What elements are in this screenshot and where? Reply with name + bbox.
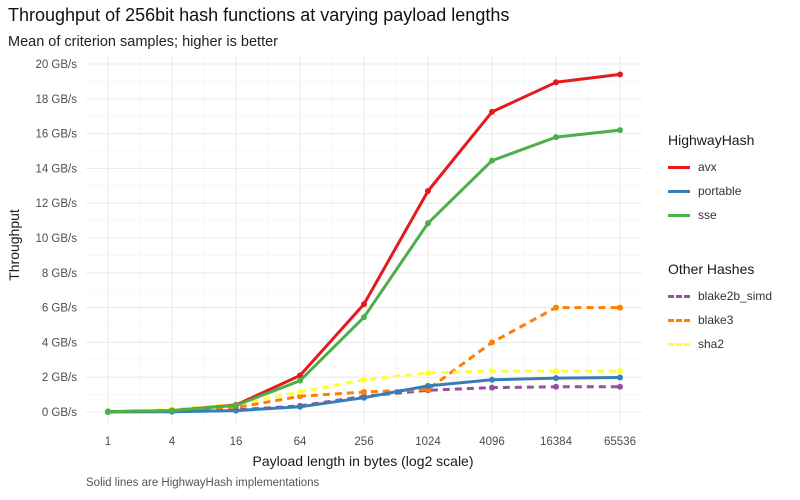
legend-label-sse: sse (698, 208, 717, 222)
data-point-avx (553, 79, 559, 86)
y-tick-label: 2 GB/s (42, 372, 77, 384)
y-axis-ticks: 0 GB/s 2 GB/s 4 GB/s 6 GB/s 8 GB/s 10 GB/s 12 … (35, 59, 77, 419)
grid-lines (86, 56, 642, 424)
data-point-blake2b-simd (489, 384, 495, 391)
data-point-sse (169, 407, 175, 414)
data-point-sse (105, 408, 111, 415)
y-axis-label: Throughput (6, 209, 22, 281)
data-point-sha2 (425, 369, 431, 376)
legend-item-blake2b-simd: blake2b_simd (668, 284, 772, 308)
x-tick-label: 65536 (604, 436, 636, 448)
data-point-sha2 (617, 368, 623, 375)
data-point-sse (553, 134, 559, 141)
data-point-portable (553, 375, 559, 382)
legend-key-sha2 (668, 342, 690, 346)
legend-key-blake2b-simd (668, 294, 690, 298)
x-tick-label: 16 (230, 436, 243, 448)
legend-highwayhash: HighwayHash avx portable sse (668, 132, 754, 227)
legend-label-sha2: sha2 (698, 337, 725, 351)
legend-label-avx: avx (698, 160, 717, 174)
data-point-avx (617, 71, 623, 78)
data-point-blake3 (553, 304, 559, 311)
data-point-sha2 (489, 368, 495, 375)
legend-key-sse (668, 213, 690, 217)
data-point-portable (489, 376, 495, 383)
data-point-avx (489, 108, 495, 115)
data-point-sse (297, 377, 303, 384)
legend-item-sse: sse (668, 203, 754, 227)
y-tick-label: 4 GB/s (42, 337, 77, 349)
data-point-avx (361, 301, 367, 308)
data-point-blake2b-simd (553, 383, 559, 390)
y-tick-label: 6 GB/s (42, 303, 77, 315)
legend-item-avx: avx (668, 155, 754, 179)
data-point-sse (233, 402, 239, 409)
data-point-avx (297, 372, 303, 379)
y-tick-label: 18 GB/s (35, 94, 77, 106)
y-tick-label: 8 GB/s (42, 268, 77, 280)
data-point-blake3 (361, 388, 367, 395)
data-point-sha2 (297, 388, 303, 395)
y-tick-label: 12 GB/s (35, 198, 77, 210)
data-point-portable (425, 382, 431, 389)
data-point-blake3 (489, 339, 495, 346)
data-point-portable (361, 394, 367, 401)
chart-title: Throughput of 256bit hash functions at v… (8, 5, 510, 25)
chart-caption: Solid lines are HighwayHash implementati… (86, 477, 320, 489)
data-point-sse (425, 220, 431, 227)
y-tick-label: 16 GB/s (35, 129, 77, 141)
legend-item-blake3: blake3 (668, 308, 772, 332)
x-tick-label: 256 (354, 436, 373, 448)
legend-label-blake3: blake3 (698, 313, 734, 327)
legend-other-hashes: Other Hashes blake2b_simd blake3 sha2 (668, 261, 772, 356)
x-tick-label: 64 (294, 436, 307, 448)
x-tick-label: 1024 (415, 436, 441, 448)
data-point-sha2 (361, 376, 367, 383)
legend-label-blake2b-simd: blake2b_simd (698, 289, 773, 303)
data-point-sse (361, 314, 367, 321)
y-tick-label: 10 GB/s (35, 233, 77, 245)
y-tick-label: 0 GB/s (42, 407, 77, 419)
data-point-sha2 (553, 368, 559, 375)
legend-key-avx (668, 165, 690, 169)
data-point-sse (489, 157, 495, 164)
series-lines (105, 71, 623, 415)
legend-title-highwayhash: HighwayHash (668, 132, 755, 148)
legend-key-portable (668, 189, 690, 193)
x-tick-label: 4096 (479, 436, 505, 448)
x-tick-label: 1 (105, 436, 111, 448)
data-point-avx (425, 188, 431, 195)
chart-subtitle: Mean of criterion samples; higher is bet… (8, 34, 278, 50)
x-axis-label: Payload length in bytes (log2 scale) (252, 453, 474, 469)
data-point-blake3 (617, 304, 623, 311)
legend-key-blake3 (668, 318, 690, 322)
y-tick-label: 14 GB/s (35, 163, 77, 175)
legend-item-sha2: sha2 (668, 332, 772, 356)
x-tick-label: 16384 (540, 436, 573, 448)
y-tick-label: 20 GB/s (35, 59, 77, 71)
data-point-blake2b-simd (617, 383, 623, 390)
x-axis-ticks: 1 4 16 64 256 1024 4096 16384 65536 (105, 436, 636, 448)
data-point-portable (297, 403, 303, 410)
x-tick-label: 4 (169, 436, 176, 448)
data-point-portable (233, 407, 239, 414)
legend-title-other-hashes: Other Hashes (668, 261, 755, 277)
data-point-sse (617, 127, 623, 134)
legend-item-portable: portable (668, 179, 754, 203)
data-point-blake3 (297, 393, 303, 400)
legend-label-portable: portable (698, 184, 742, 198)
data-point-portable (617, 374, 623, 381)
